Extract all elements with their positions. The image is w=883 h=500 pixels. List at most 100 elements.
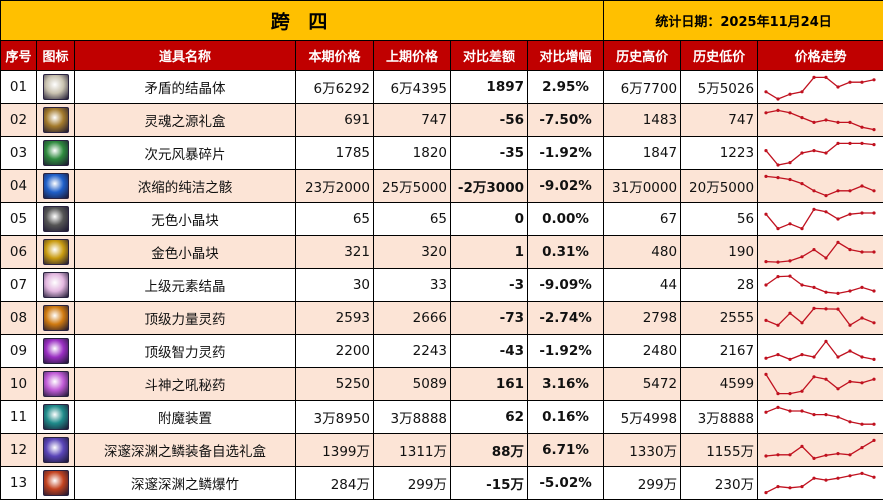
item-name: 上级元素结晶: [74, 268, 296, 302]
current-price: 30: [295, 268, 374, 302]
history-high: 5万4998: [603, 400, 682, 434]
table-row: 10 斗神之吼秘药 5250 5089 161 3.16% 5472 4599: [0, 367, 883, 401]
previous-price: 320: [373, 235, 451, 269]
row-index: 01: [0, 70, 37, 104]
price-difference: 1: [450, 235, 528, 269]
item-name: 顶级智力灵药: [74, 334, 296, 368]
sparkline-chart: [764, 274, 876, 295]
table-body: 01 矛盾的结晶体 6万6292 6万4395 1897 2.95% 6万770…: [0, 70, 883, 500]
col-header-icon: 图标: [36, 40, 75, 71]
change-percent: 0.16%: [526, 400, 605, 434]
table-row: 04 浓缩的纯洁之骸 23万2000 25万5000 -2万3000 -9.02…: [0, 169, 883, 203]
col-header-name: 道具名称: [74, 40, 296, 71]
row-index: 07: [0, 268, 37, 302]
row-index: 02: [0, 103, 37, 137]
price-difference: -73: [450, 301, 528, 335]
previous-price: 747: [373, 103, 451, 137]
row-index: 03: [0, 136, 37, 170]
row-index: 11: [0, 400, 37, 434]
item-name: 斗神之吼秘药: [74, 367, 296, 401]
item-name: 顶级力量灵药: [74, 301, 296, 335]
change-percent: -1.92%: [526, 334, 605, 368]
price-difference: -15万: [450, 466, 528, 500]
row-icon-cell: [36, 334, 75, 368]
price-trend-sparkline: [757, 136, 883, 170]
previous-price: 1820: [373, 136, 451, 170]
current-price: 3万8950: [295, 400, 374, 434]
col-header-index: 序号: [0, 40, 37, 71]
row-icon-cell: [36, 103, 75, 137]
table-row: 11 附魔装置 3万8950 3万8888 62 0.16% 5万4998 3万…: [0, 400, 883, 434]
current-price: 284万: [295, 466, 374, 500]
intellect-potion-icon: [42, 338, 69, 364]
row-icon-cell: [36, 466, 75, 500]
sparkline-chart: [764, 306, 876, 327]
change-percent: -7.50%: [526, 103, 605, 137]
item-name: 附魔装置: [74, 400, 296, 434]
col-header-history-high: 历史高价: [603, 40, 682, 71]
current-price: 321: [295, 235, 374, 269]
change-percent: 3.16%: [526, 367, 605, 401]
current-price: 65: [295, 202, 374, 236]
row-index: 05: [0, 202, 37, 236]
table-row: 12 深邃深渊之鳞装备自选礼盒 1399万 1311万 88万 6.71% 13…: [0, 433, 883, 467]
elixir-icon: [42, 371, 69, 397]
history-high: 2480: [603, 334, 682, 368]
history-high: 67: [603, 202, 682, 236]
previous-price: 6万4395: [373, 70, 451, 104]
current-price: 691: [295, 103, 374, 137]
stat-date: 统计日期：2025年11月24日: [603, 0, 883, 41]
sparkline-chart: [764, 75, 876, 101]
row-index: 09: [0, 334, 37, 368]
history-high: 5472: [603, 367, 682, 401]
header-row: 序号 图标 道具名称 本期价格 上期价格 对比差额 对比增幅 历史高价 历史低价…: [0, 40, 883, 71]
price-trend-sparkline: [757, 400, 883, 434]
item-name: 深邃深渊之鳞装备自选礼盒: [74, 433, 296, 467]
sparkline-chart: [764, 372, 876, 396]
title-row: 跨 四 统计日期：2025年11月24日: [0, 0, 883, 41]
price-trend-sparkline: [757, 466, 883, 500]
current-price: 23万2000: [295, 169, 374, 203]
sparkline-chart: [764, 207, 876, 231]
table-row: 01 矛盾的结晶体 6万6292 6万4395 1897 2.95% 6万770…: [0, 70, 883, 104]
price-trend-sparkline: [757, 235, 883, 269]
firecracker-icon: [42, 470, 69, 496]
row-icon-cell: [36, 70, 75, 104]
price-difference: 0: [450, 202, 528, 236]
price-difference: -56: [450, 103, 528, 137]
sparkline-chart: [764, 108, 876, 132]
previous-price: 65: [373, 202, 451, 236]
sparkline-chart: [764, 240, 876, 264]
current-price: 1785: [295, 136, 374, 170]
price-trend-sparkline: [757, 301, 883, 335]
shard-icon: [42, 140, 69, 166]
row-icon-cell: [36, 433, 75, 467]
change-percent: -9.09%: [526, 268, 605, 302]
history-high: 1483: [603, 103, 682, 137]
history-low: 3万8888: [680, 400, 759, 434]
item-name: 金色小晶块: [74, 235, 296, 269]
price-difference: 1897: [450, 70, 528, 104]
history-high: 1330万: [603, 433, 682, 467]
sparkline-chart: [764, 438, 876, 460]
history-high: 480: [603, 235, 682, 269]
abyss-gift-box-icon: [42, 437, 69, 463]
item-name: 次元风暴碎片: [74, 136, 296, 170]
price-difference: -3: [450, 268, 528, 302]
change-percent: -1.92%: [526, 136, 605, 170]
sparkline-chart: [764, 174, 876, 198]
price-difference: 88万: [450, 433, 528, 467]
history-low: 230万: [680, 466, 759, 500]
sparkline-chart: [764, 141, 876, 167]
previous-price: 1311万: [373, 433, 451, 467]
change-percent: -5.02%: [526, 466, 605, 500]
row-icon-cell: [36, 268, 75, 302]
history-high: 31万0000: [603, 169, 682, 203]
change-percent: 0.31%: [526, 235, 605, 269]
price-trend-sparkline: [757, 433, 883, 467]
current-price: 1399万: [295, 433, 374, 467]
price-trend-sparkline: [757, 169, 883, 203]
history-high: 299万: [603, 466, 682, 500]
history-low: 28: [680, 268, 759, 302]
row-index: 06: [0, 235, 37, 269]
